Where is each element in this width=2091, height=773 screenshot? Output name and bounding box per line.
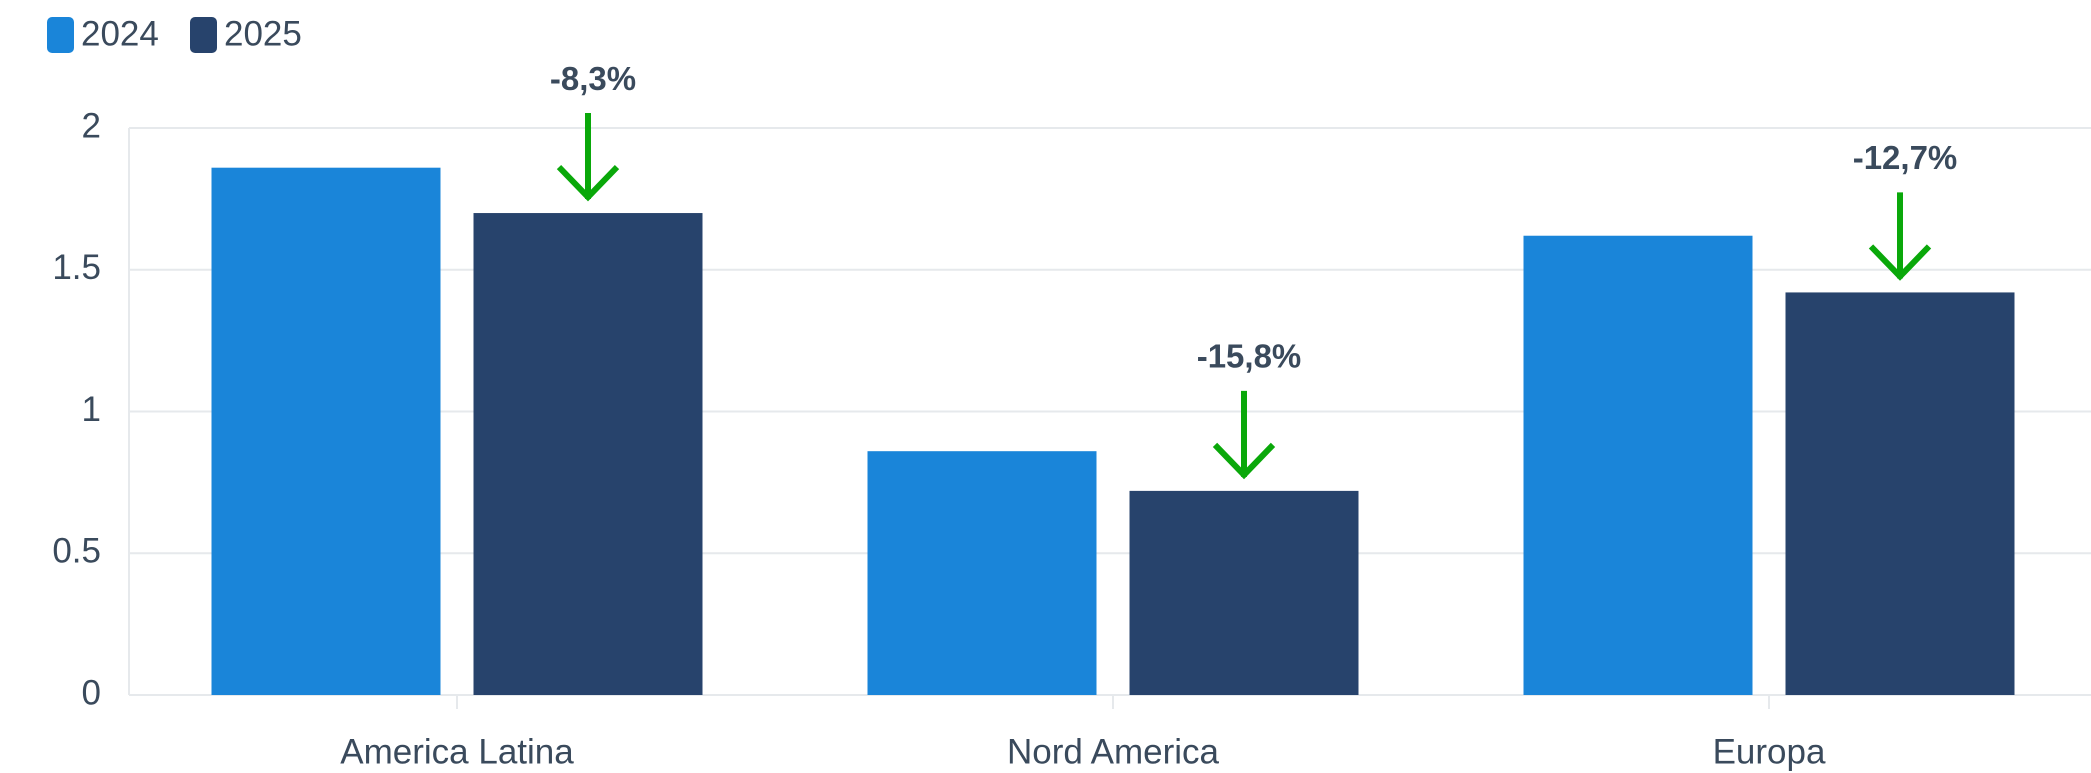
- y-tick-label: 2: [82, 106, 101, 145]
- annotation: -8,3%: [550, 60, 636, 97]
- y-tick-label: 0.5: [52, 532, 101, 571]
- arrow-head: [1868, 244, 1932, 281]
- arrow-head: [556, 164, 620, 202]
- legend-swatch: [47, 17, 74, 53]
- x-tick-label: America Latina: [340, 732, 574, 771]
- annotation: -12,7%: [1853, 139, 1958, 176]
- arrow-head: [1212, 442, 1276, 480]
- y-tick-label: 1: [82, 390, 101, 429]
- legend-label: 2025: [224, 14, 302, 53]
- legend-swatch: [190, 17, 217, 53]
- bar: [473, 213, 703, 696]
- bar: [1523, 235, 1753, 696]
- x-tick-label: Nord America: [1007, 732, 1220, 771]
- y-tick-label: 1.5: [52, 248, 101, 287]
- y-tick-label: 0: [82, 673, 101, 712]
- bar: [211, 167, 441, 695]
- annotation: -15,8%: [1197, 338, 1302, 375]
- bar: [1785, 292, 2015, 695]
- bar: [867, 451, 1097, 695]
- bar: [1129, 490, 1359, 695]
- x-tick-label: Europa: [1713, 732, 1826, 771]
- legend-label: 2024: [81, 14, 159, 53]
